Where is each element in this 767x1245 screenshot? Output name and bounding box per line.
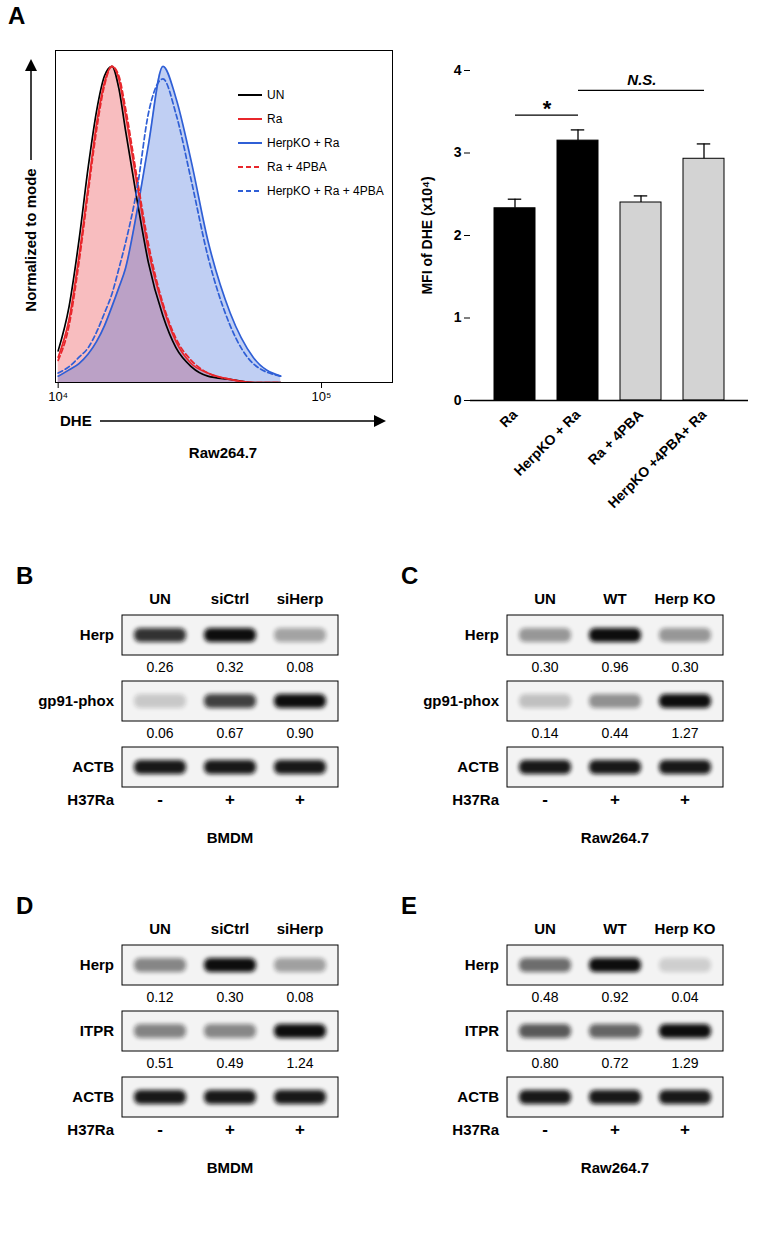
- svg-text:0.30: 0.30: [531, 659, 558, 675]
- svg-text:1.27: 1.27: [671, 725, 698, 741]
- svg-text:Raw264.7: Raw264.7: [581, 1159, 649, 1176]
- svg-text:0.44: 0.44: [601, 725, 628, 741]
- svg-text:-: -: [157, 1120, 163, 1139]
- svg-text:Herp: Herp: [465, 626, 499, 643]
- svg-text:0.51: 0.51: [146, 1055, 173, 1071]
- svg-text:BMDM: BMDM: [207, 829, 254, 846]
- svg-text:Herp: Herp: [80, 956, 114, 973]
- svg-text:ITPR: ITPR: [80, 1022, 114, 1039]
- svg-text:0.48: 0.48: [531, 989, 558, 1005]
- svg-text:Raw264.7: Raw264.7: [189, 444, 257, 461]
- svg-text:2: 2: [454, 227, 462, 243]
- svg-text:1.24: 1.24: [286, 1055, 313, 1071]
- svg-text:gp91-phox: gp91-phox: [38, 692, 114, 709]
- svg-text:Ra + 4PBA: Ra + 4PBA: [267, 160, 327, 174]
- svg-text:UN: UN: [149, 590, 171, 607]
- svg-text:siCtrl: siCtrl: [211, 920, 249, 937]
- svg-text:E: E: [401, 892, 417, 919]
- svg-text:0.30: 0.30: [671, 659, 698, 675]
- svg-text:HerpKO + Ra + 4PBA: HerpKO + Ra + 4PBA: [267, 184, 384, 198]
- svg-text:+: +: [295, 1120, 305, 1139]
- svg-text:0.92: 0.92: [601, 989, 628, 1005]
- svg-text:gp91-phox: gp91-phox: [423, 692, 499, 709]
- svg-text:+: +: [610, 790, 620, 809]
- svg-text:3: 3: [454, 144, 462, 160]
- svg-text:0.32: 0.32: [216, 659, 243, 675]
- svg-text:1: 1: [454, 309, 462, 325]
- svg-text:HerpKO + Ra: HerpKO + Ra: [511, 406, 584, 479]
- svg-text:A: A: [8, 2, 25, 29]
- svg-text:H37Ra: H37Ra: [452, 1121, 499, 1138]
- svg-text:0: 0: [454, 392, 462, 408]
- svg-text:0.72: 0.72: [601, 1055, 628, 1071]
- svg-text:0.90: 0.90: [286, 725, 313, 741]
- svg-text:0.49: 0.49: [216, 1055, 243, 1071]
- svg-text:BMDM: BMDM: [207, 1159, 254, 1176]
- svg-text:+: +: [295, 790, 305, 809]
- svg-text:ACTB: ACTB: [72, 758, 114, 775]
- svg-text:HerpKO +4PBA+ Ra: HerpKO +4PBA+ Ra: [604, 406, 709, 511]
- svg-text:1.29: 1.29: [671, 1055, 698, 1071]
- svg-text:WT: WT: [603, 920, 626, 937]
- svg-text:ACTB: ACTB: [457, 1088, 499, 1105]
- svg-text:0.08: 0.08: [286, 659, 313, 675]
- svg-text:N.S.: N.S.: [627, 71, 656, 88]
- svg-text:UN: UN: [149, 920, 171, 937]
- svg-text:HerpKO + Ra: HerpKO + Ra: [267, 136, 340, 150]
- svg-text:UN: UN: [534, 590, 556, 607]
- svg-text:Herp: Herp: [465, 956, 499, 973]
- svg-text:0.06: 0.06: [146, 725, 173, 741]
- svg-text:siCtrl: siCtrl: [211, 590, 249, 607]
- svg-text:Herp: Herp: [80, 626, 114, 643]
- svg-text:UN: UN: [267, 88, 284, 102]
- svg-text:10⁵: 10⁵: [312, 389, 332, 404]
- svg-text:*: *: [543, 96, 552, 121]
- svg-text:WT: WT: [603, 590, 626, 607]
- svg-text:+: +: [225, 1120, 235, 1139]
- svg-text:+: +: [610, 1120, 620, 1139]
- svg-text:0.80: 0.80: [531, 1055, 558, 1071]
- svg-text:Ra: Ra: [496, 406, 520, 430]
- svg-text:0.14: 0.14: [531, 725, 558, 741]
- svg-text:ACTB: ACTB: [457, 758, 499, 775]
- svg-text:Ra + 4PBA: Ra + 4PBA: [585, 406, 647, 468]
- svg-text:siHerp: siHerp: [277, 920, 324, 937]
- svg-text:MFI of DHE (x10⁴): MFI of DHE (x10⁴): [419, 176, 435, 294]
- svg-text:0.04: 0.04: [671, 989, 698, 1005]
- svg-text:10⁴: 10⁴: [48, 389, 68, 404]
- svg-text:UN: UN: [534, 920, 556, 937]
- svg-text:4: 4: [454, 62, 462, 78]
- svg-text:H37Ra: H37Ra: [67, 1121, 114, 1138]
- svg-text:H37Ra: H37Ra: [452, 791, 499, 808]
- svg-text:Herp KO: Herp KO: [655, 590, 716, 607]
- svg-text:B: B: [16, 562, 33, 589]
- svg-text:0.96: 0.96: [601, 659, 628, 675]
- svg-text:+: +: [680, 790, 690, 809]
- svg-text:Herp KO: Herp KO: [655, 920, 716, 937]
- svg-text:0.67: 0.67: [216, 725, 243, 741]
- svg-text:0.12: 0.12: [146, 989, 173, 1005]
- svg-text:-: -: [542, 790, 548, 809]
- svg-text:-: -: [157, 790, 163, 809]
- svg-text:Raw264.7: Raw264.7: [581, 829, 649, 846]
- svg-text:C: C: [401, 562, 418, 589]
- svg-text:ITPR: ITPR: [465, 1022, 499, 1039]
- svg-text:D: D: [16, 892, 33, 919]
- svg-text:+: +: [225, 790, 235, 809]
- svg-text:siHerp: siHerp: [277, 590, 324, 607]
- svg-text:0.08: 0.08: [286, 989, 313, 1005]
- svg-text:DHE: DHE: [60, 412, 92, 429]
- svg-text:0.30: 0.30: [216, 989, 243, 1005]
- svg-text:0.26: 0.26: [146, 659, 173, 675]
- svg-text:-: -: [542, 1120, 548, 1139]
- svg-text:H37Ra: H37Ra: [67, 791, 114, 808]
- svg-text:+: +: [680, 1120, 690, 1139]
- svg-text:Ra: Ra: [267, 112, 283, 126]
- svg-text:ACTB: ACTB: [72, 1088, 114, 1105]
- svg-text:Normalized to mode: Normalized to mode: [22, 168, 39, 311]
